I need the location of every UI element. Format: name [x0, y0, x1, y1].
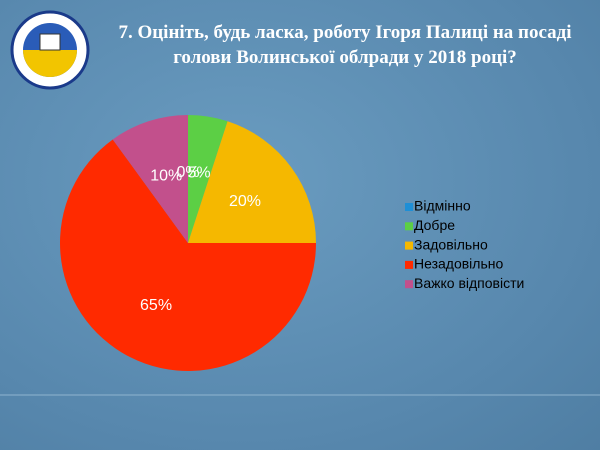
data-label: 0% — [176, 164, 199, 181]
legend-swatch — [405, 241, 413, 250]
data-label: 10% — [150, 167, 182, 184]
pie-slice — [112, 115, 188, 243]
legend-label: Важко відповісти — [414, 275, 524, 291]
pie-slice — [60, 139, 317, 372]
logo — [10, 10, 90, 90]
legend-swatch — [405, 280, 413, 289]
legend-swatch — [405, 222, 413, 231]
legend-swatch — [405, 260, 413, 269]
chart-title: 7. Оцініть, будь ласка, роботу Ігоря Пал… — [118, 22, 572, 68]
legend-label: Відмінно — [414, 198, 471, 214]
legend-label: Добре — [414, 217, 455, 233]
legend-label: Задовільно — [414, 236, 488, 252]
legend-label: Незадовільно — [414, 256, 503, 272]
data-label: 65% — [140, 297, 172, 314]
pie-slice — [188, 115, 228, 243]
pie-slice — [188, 121, 316, 243]
data-label: 20% — [229, 193, 261, 210]
data-label: 5% — [187, 165, 210, 182]
legend-swatch — [405, 203, 413, 211]
